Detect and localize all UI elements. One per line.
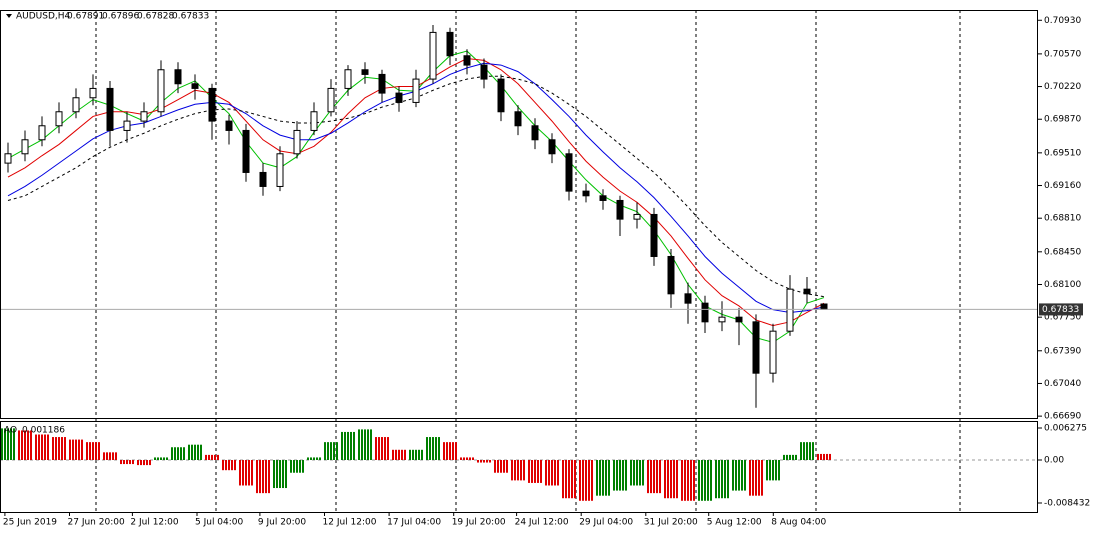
candle-body [803, 288, 811, 295]
candle-body [531, 125, 539, 141]
candle-body [72, 97, 80, 113]
x-tick-label: 2 Jul 12:00 [130, 518, 179, 528]
plot [0, 24, 1038, 501]
x-tick-label: 5 Aug 12:00 [707, 518, 762, 528]
candle-body [463, 55, 471, 66]
x-tick-label: 5 Jul 04:00 [195, 518, 244, 528]
candle-body [157, 69, 165, 113]
candle-body [191, 83, 199, 89]
last-high: 0.67896 [102, 12, 139, 22]
candle-body [514, 111, 522, 127]
candle-body [140, 111, 148, 122]
candle-body [361, 69, 369, 75]
candle-body [786, 288, 794, 332]
candle-body [123, 120, 131, 131]
candle-body [582, 190, 590, 197]
y-tick-label: 0.69160 [1044, 181, 1081, 191]
candle-body [633, 213, 641, 220]
candle-body [599, 195, 607, 201]
y-tick-label: 0.67040 [1044, 379, 1081, 389]
candle-body [174, 69, 182, 85]
menu-arrow[interactable] [6, 14, 12, 18]
candle-body [752, 321, 760, 374]
x-tick-label: 19 Jul 20:00 [452, 518, 506, 528]
x-tick-label: 27 Jun 20:00 [68, 518, 125, 528]
main-panel-border [0, 10, 1038, 419]
candle-body [769, 330, 777, 374]
candle-body [208, 87, 216, 122]
x-tick-label: 29 Jul 04:00 [579, 518, 633, 528]
candle-body [327, 87, 335, 113]
y-tick-label: 0.68810 [1044, 214, 1081, 224]
x-tick-label: 17 Jul 04:00 [387, 518, 441, 528]
candle-body [820, 303, 828, 310]
candle-body [276, 153, 284, 187]
candle-body [242, 129, 250, 173]
last-low: 0.67828 [137, 12, 174, 22]
y-tick-label: 0.69870 [1044, 115, 1081, 125]
candle-body [378, 73, 386, 94]
candle-body [55, 111, 63, 127]
indicator-name: AO [4, 426, 17, 436]
candle-body [259, 171, 267, 187]
candle-body [565, 153, 573, 192]
last-open: 0.67891 [67, 12, 104, 22]
y-tick-label: 0.68100 [1044, 280, 1081, 290]
x-tick-label: 9 Jul 20:00 [258, 518, 307, 528]
y2-tick-label: -0.008432 [1044, 498, 1090, 508]
x-tick-label: 24 Jul 12:00 [515, 518, 569, 528]
symbol: AUDUSD,H4 [16, 12, 71, 22]
candle-body [718, 316, 726, 323]
y-tick-label: 0.70570 [1044, 49, 1081, 59]
y-tick-label: 0.68450 [1044, 247, 1081, 257]
candle-body [4, 153, 12, 164]
candle-body [701, 302, 709, 323]
current-price-label: 0.67833 [1042, 305, 1079, 315]
candle-body [735, 316, 743, 323]
y-tick-label: 0.67390 [1044, 346, 1081, 356]
candle-body [89, 87, 97, 99]
last-close: 0.67833 [172, 12, 209, 22]
candle-body [480, 64, 488, 80]
indicator-value: 0.001186 [22, 426, 65, 436]
candle-body [667, 255, 675, 295]
candle-body [310, 111, 318, 131]
indicator-panel-border [0, 421, 1038, 513]
x-tick-label: 8 Aug 04:00 [771, 518, 826, 528]
candle-body [344, 69, 352, 89]
candle-body [684, 293, 692, 304]
candle-body [106, 87, 114, 131]
candle-body [225, 120, 233, 131]
current-price-box [1039, 303, 1083, 316]
x-tick-label: 12 Jul 12:00 [323, 518, 377, 528]
candle-body [446, 31, 454, 57]
y2-tick-label: 0.00 [1044, 455, 1064, 465]
y-tick-label: 0.67750 [1044, 313, 1081, 323]
y-tick-label: 0.69510 [1044, 148, 1081, 158]
candle-body [293, 129, 301, 155]
y-tick-label: 0.66690 [1044, 412, 1081, 422]
candle-body [616, 199, 624, 220]
y2-tick-label: 0.006275 [1044, 423, 1087, 433]
candle-body [650, 213, 658, 257]
candle-body [21, 139, 29, 155]
y-tick-label: 0.70930 [1044, 16, 1081, 26]
x-tick-label: 25 Jun 2019 [3, 518, 57, 528]
candle-body [412, 78, 420, 103]
candle-body [548, 139, 556, 155]
candle-body [497, 78, 505, 113]
y-tick-label: 0.70220 [1044, 82, 1081, 92]
x-tick-label: 31 Jul 20:00 [644, 518, 698, 528]
candle-body [429, 31, 437, 80]
candle-body [395, 92, 403, 103]
candle-body [38, 125, 46, 141]
